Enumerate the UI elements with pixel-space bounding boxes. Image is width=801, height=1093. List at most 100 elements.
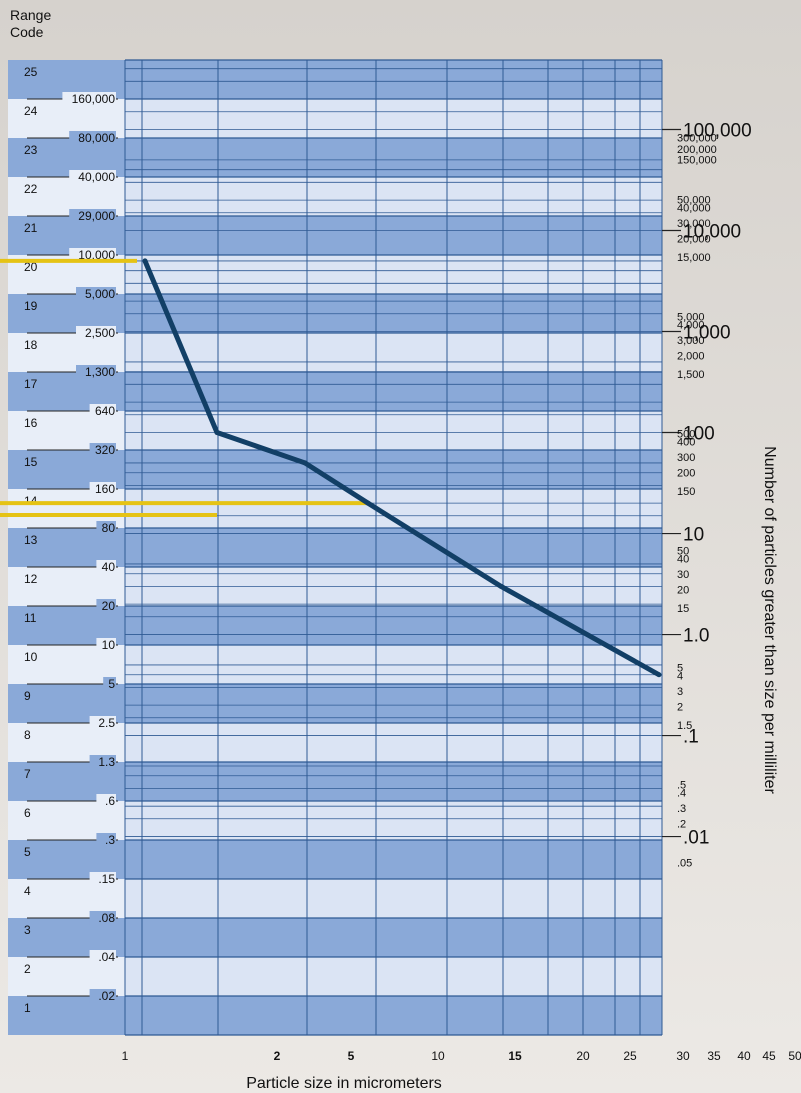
boundary-label: 29,000 (78, 209, 115, 223)
range-code: 5 (24, 845, 31, 859)
range-code: 12 (24, 572, 38, 586)
range-code: 15 (24, 455, 38, 469)
header-label-line2: Code (10, 24, 44, 40)
boundary-label: 10,000 (78, 248, 115, 262)
x-tick-label: 25 (623, 1049, 637, 1063)
right-minor-label: 300,000 (677, 132, 717, 144)
boundary-label: 160 (95, 482, 115, 496)
boundary-labels: 160,000 80,000 40,000 29,000 10,000 5,000 2,50… (27, 92, 118, 1003)
grid-band (125, 216, 662, 255)
header-label-line1: Range (10, 7, 51, 23)
grid-band (125, 996, 662, 1035)
boundary-label-bg (69, 209, 116, 223)
boundary-label: .15 (98, 872, 115, 886)
boundary-label: 5 (108, 677, 115, 691)
x-tick-label: 15 (508, 1049, 522, 1063)
grid-band (125, 60, 662, 99)
x-axis-label: Particle size in micrometers (246, 1075, 442, 1092)
grid-band (125, 957, 662, 996)
grid-band (125, 801, 662, 840)
x-tick-label: 20 (576, 1049, 590, 1063)
range-code: 8 (24, 728, 31, 742)
x-tick-label: 40 (737, 1049, 751, 1063)
boundary-label: .3 (105, 833, 115, 847)
curve-point (214, 430, 220, 436)
series-line (142, 258, 662, 678)
boundary-label-bg (76, 326, 116, 340)
range-code-labels: 2524232221201918171615141312111098765432… (24, 65, 38, 1015)
right-minor-label: 50,000 (677, 195, 711, 207)
x-tick-label: 10 (431, 1049, 445, 1063)
grid-band (125, 528, 662, 567)
grid-band (125, 606, 662, 645)
right-minor-label: 1.5 (677, 720, 692, 732)
vertical-gridlines (124, 60, 663, 1035)
curve-point (142, 258, 148, 264)
boundary-label-bg (62, 92, 116, 106)
right-major-label: .1 (683, 727, 699, 748)
right-minor-label: 50 (677, 546, 689, 558)
y-axis-label: Number of particles greater than size pe… (761, 446, 778, 794)
grid-band (125, 255, 662, 294)
boundary-label-bg (89, 911, 116, 925)
reference-lines (0, 258, 370, 517)
range-code: 24 (24, 104, 38, 118)
right-minor-label: 3,000 (677, 335, 705, 347)
right-minor-label: .3 (677, 803, 686, 815)
x-tick-label: 35 (707, 1049, 721, 1063)
boundary-label-bg (89, 404, 116, 418)
range-code: 25 (24, 65, 38, 79)
right-minor-label: 2,000 (677, 351, 705, 363)
range-code: 9 (24, 689, 31, 703)
right-minor-label: 40 (677, 554, 689, 566)
range-boundaries (125, 59, 662, 1036)
boundary-label: 320 (95, 443, 115, 457)
right-minor-label: .05 (677, 858, 692, 870)
boundary-label-bg (96, 638, 116, 652)
boundary-label: 160,000 (72, 92, 116, 106)
grid-band (125, 411, 662, 450)
range-code: 1 (24, 1001, 31, 1015)
grid-band (125, 450, 662, 489)
boundary-label: 80 (102, 521, 116, 535)
grid-band (125, 840, 662, 879)
right-minor-label: 20 (677, 585, 689, 597)
curve-point (365, 500, 371, 506)
grid-band (125, 138, 662, 177)
range-code: 3 (24, 923, 31, 937)
boundary-label: .08 (98, 911, 115, 925)
right-minor-label: 150,000 (677, 155, 717, 167)
boundary-label: 1.3 (98, 755, 115, 769)
boundary-label: .6 (105, 794, 115, 808)
boundary-label: 20 (102, 599, 116, 613)
boundary-label-bg (89, 443, 116, 457)
range-code: 17 (24, 377, 38, 391)
boundary-label-bg (96, 794, 116, 808)
x-tick-label: 30 (676, 1049, 690, 1063)
right-minor-label: 500 (677, 429, 695, 441)
x-tick-label: 2 (274, 1049, 281, 1063)
right-minor-label: 40,000 (677, 203, 711, 215)
range-code: 6 (24, 806, 31, 820)
boundary-label: .04 (98, 950, 115, 964)
right-minor-label: .4 (677, 788, 686, 800)
boundary-label: 40 (102, 560, 116, 574)
curve-point (498, 583, 504, 589)
right-minor-label: 15 (677, 603, 689, 615)
boundary-label: 10 (102, 638, 116, 652)
boundary-label-bg (69, 131, 116, 145)
range-code: 21 (24, 221, 38, 235)
range-code: 22 (24, 182, 38, 196)
boundary-label-bg (89, 872, 116, 886)
boundary-label-bg (89, 989, 116, 1003)
right-major-label: 100,000 (683, 121, 752, 142)
grid-band (125, 723, 662, 762)
grid-band (125, 99, 662, 138)
boundary-label-bg (89, 755, 116, 769)
right-major-label: 1.0 (683, 626, 709, 647)
x-tick-label: 1 (122, 1049, 129, 1063)
right-minor-label: 30 (677, 569, 689, 581)
grid-band (125, 333, 662, 372)
range-code: 4 (24, 884, 31, 898)
